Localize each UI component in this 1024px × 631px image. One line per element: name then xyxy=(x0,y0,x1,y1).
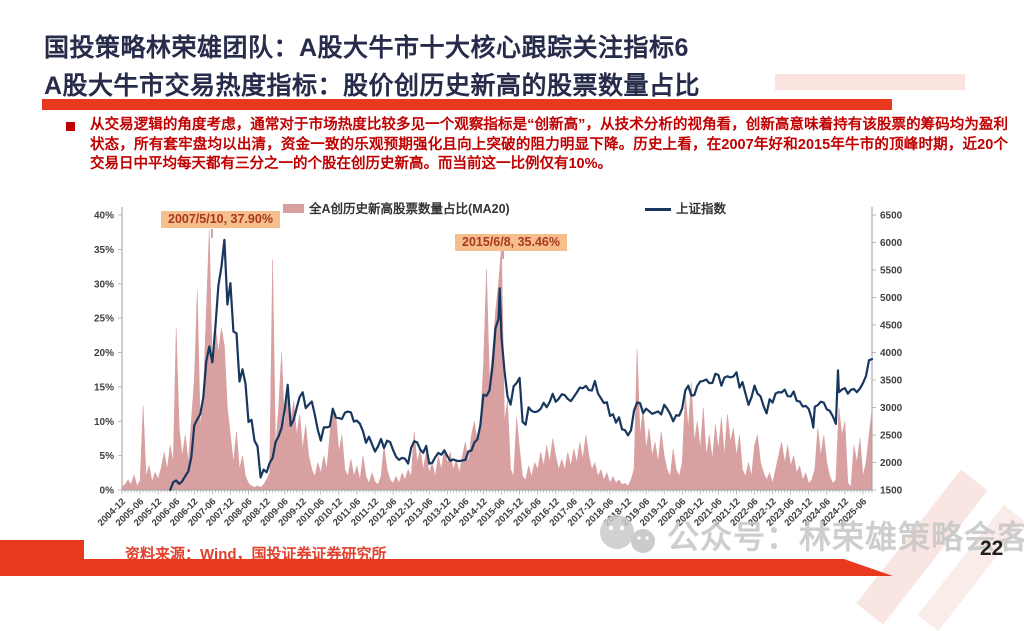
y-right-tick-label: 5000 xyxy=(880,293,903,304)
bullet-paragraph: 从交易逻辑的角度考虑，通常对于市场热度比较多见一个观察指标是“创新高”，从技术分… xyxy=(90,117,1008,172)
annotation-2015-peak: 2015/6/8, 35.46% xyxy=(455,234,567,251)
bullet-square-icon xyxy=(66,122,75,131)
watermark: 公众号：林荣雄策略会客厅 xyxy=(596,512,1024,558)
y-left-tick-label: 10% xyxy=(94,417,114,428)
y-right-tick-label: 1500 xyxy=(880,486,903,497)
y-right-tick-label: 4000 xyxy=(880,348,903,359)
page-title-line2: A股大牛市交易热度指标：股价创历史新高的股票数量占比 xyxy=(44,72,701,100)
wechat-icon xyxy=(600,515,655,553)
watermark-text: 公众号：林荣雄策略会客厅 xyxy=(667,519,1024,555)
y-right-tick-label: 2000 xyxy=(880,458,903,469)
new-high-ratio-chart: 2004-122005-062005-122006-062006-122007-… xyxy=(94,207,903,529)
y-left-tick-label: 0% xyxy=(100,486,115,497)
title-underline-bar xyxy=(42,99,892,110)
title-highlight-strip xyxy=(775,74,965,90)
y-right-tick-label: 4500 xyxy=(880,321,903,332)
legend-swatch-line xyxy=(645,208,671,211)
legend-swatch-area xyxy=(283,204,304,213)
y-left-tick-label: 20% xyxy=(94,348,114,359)
page-title-line1: 国投策略林荣雄团队：A股大牛市十大核心跟踪关注指标6 xyxy=(44,34,689,62)
y-right-tick-label: 3500 xyxy=(880,376,903,387)
legend-label-index-series: 上证指数 xyxy=(676,202,727,216)
source-note: 资料来源：Wind，国投证券证券研究所 xyxy=(125,546,387,563)
annotation-2007-peak: 2007/5/10, 37.90% xyxy=(161,211,280,228)
line-series-shanghai-composite xyxy=(169,238,874,492)
y-left-tick-label: 30% xyxy=(94,279,114,290)
y-left-tick-label: 15% xyxy=(94,382,114,393)
y-right-tick-label: 6000 xyxy=(880,238,903,249)
page-number: 22 xyxy=(980,537,1004,560)
area-series-new-high-ratio xyxy=(121,229,873,491)
y-left-tick-label: 25% xyxy=(94,314,114,325)
y-right-tick-label: 3000 xyxy=(880,403,903,414)
annotation-leader-line-2007 xyxy=(211,229,213,238)
y-left-tick-label: 40% xyxy=(94,211,114,222)
legend-label-area-series: 全A创历史新高股票数量占比(MA20) xyxy=(309,202,510,216)
y-left-tick-label: 5% xyxy=(100,451,115,462)
annotation-leader-line-2015 xyxy=(502,251,504,259)
y-right-tick-label: 6500 xyxy=(880,211,903,222)
y-right-tick-label: 5500 xyxy=(880,266,903,277)
y-right-tick-label: 2500 xyxy=(880,431,903,442)
footer-red-band xyxy=(0,559,893,576)
y-left-tick-label: 35% xyxy=(94,245,114,256)
